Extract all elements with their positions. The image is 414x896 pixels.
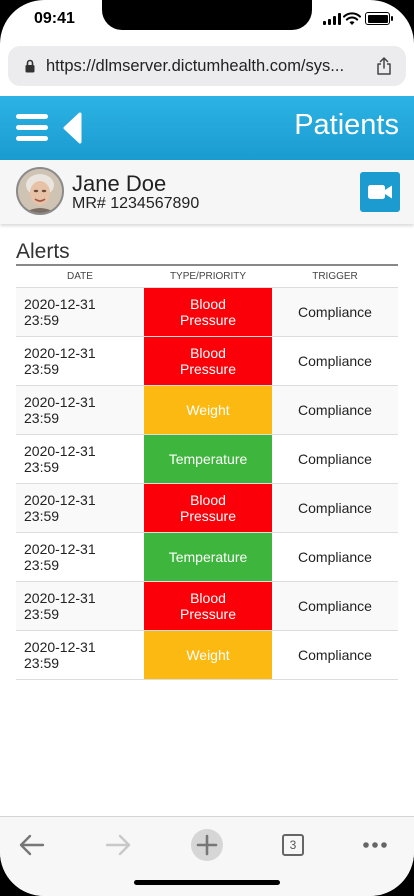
video-call-button[interactable]: [360, 172, 400, 212]
alert-trigger: Compliance: [272, 581, 398, 631]
alert-date: 2020-12-31: [24, 540, 96, 557]
alert-date: 2020-12-31: [24, 638, 96, 655]
alerts-divider: [16, 264, 398, 266]
home-indicator: [134, 880, 280, 885]
alert-type-line2: Pressure: [179, 605, 237, 622]
patient-mr-number: MR# 1234567890: [72, 195, 200, 212]
alert-date-cell: 2020-12-31 23:59: [16, 434, 144, 484]
alert-trigger: Compliance: [272, 336, 398, 386]
back-icon[interactable]: [12, 825, 52, 865]
avatar: [16, 167, 64, 215]
table-row[interactable]: 2020-12-31 23:59 Blood Pressure Compliance: [16, 581, 398, 631]
alert-type: Temperature: [168, 548, 248, 565]
alert-date-cell: 2020-12-31 23:59: [16, 385, 144, 435]
alert-type: Blood: [190, 344, 226, 361]
url-text[interactable]: https://dlmserver.dictumhealth.com/sys..…: [46, 57, 345, 75]
alert-type-line2: Pressure: [179, 360, 237, 377]
page-title: Patients: [294, 109, 399, 141]
table-row[interactable]: 2020-12-31 23:59 Blood Pressure Compliance: [16, 483, 398, 533]
alert-date: 2020-12-31: [24, 589, 96, 606]
alert-time: 23:59: [24, 605, 60, 622]
alert-type-line2: Pressure: [179, 311, 237, 328]
alert-trigger: Compliance: [272, 532, 398, 582]
table-row[interactable]: 2020-12-31 23:59 Blood Pressure Compliance: [16, 336, 398, 386]
alert-type-priority-cell: Blood Pressure: [144, 581, 272, 631]
signal-icon: [323, 13, 341, 25]
alert-date-cell: 2020-12-31 23:59: [16, 483, 144, 533]
alert-date: 2020-12-31: [24, 442, 96, 459]
alert-date-cell: 2020-12-31 23:59: [16, 630, 144, 680]
alerts-heading: Alerts: [16, 240, 70, 263]
hamburger-icon[interactable]: [16, 114, 48, 142]
alert-date-cell: 2020-12-31 23:59: [16, 581, 144, 631]
alert-date: 2020-12-31: [24, 393, 96, 410]
column-header-date[interactable]: DATE: [16, 266, 144, 288]
tab-count: 3: [289, 838, 297, 852]
table-row[interactable]: 2020-12-31 23:59 Weight Compliance: [16, 630, 398, 680]
tabs-icon: 3: [282, 834, 304, 856]
alert-type: Blood: [190, 589, 226, 606]
alert-trigger: Compliance: [272, 434, 398, 484]
table-row[interactable]: 2020-12-31 23:59 Temperature Compliance: [16, 434, 398, 484]
alert-time: 23:59: [24, 654, 60, 671]
alert-date-cell: 2020-12-31 23:59: [16, 532, 144, 582]
new-tab-icon[interactable]: [187, 825, 227, 865]
alert-type-priority-cell: Temperature: [144, 434, 272, 484]
alert-type: Weight: [186, 401, 230, 418]
alert-type-priority-cell: Blood Pressure: [144, 287, 272, 337]
alerts-table: DATE TYPE/PRIORITY TRIGGER 2020-12-31 23:…: [16, 266, 398, 680]
app-header: Patients: [0, 96, 414, 160]
alert-trigger: Compliance: [272, 630, 398, 680]
alert-trigger: Compliance: [272, 483, 398, 533]
alert-type-priority-cell: Blood Pressure: [144, 483, 272, 533]
notch: [102, 0, 312, 30]
alert-time: 23:59: [24, 507, 60, 524]
alert-type-priority-cell: Temperature: [144, 532, 272, 582]
more-icon[interactable]: [355, 825, 395, 865]
forward-icon[interactable]: [98, 825, 138, 865]
alert-type: Blood: [190, 491, 226, 508]
address-bar[interactable]: https://dlmserver.dictumhealth.com/sys..…: [8, 46, 406, 86]
table-row[interactable]: 2020-12-31 23:59 Blood Pressure Compliance: [16, 287, 398, 337]
alert-type-priority-cell: Blood Pressure: [144, 336, 272, 386]
alert-date-cell: 2020-12-31 23:59: [16, 287, 144, 337]
alert-time: 23:59: [24, 360, 60, 377]
alert-type-priority-cell: Weight: [144, 385, 272, 435]
alert-date-cell: 2020-12-31 23:59: [16, 336, 144, 386]
alert-type: Temperature: [168, 450, 248, 467]
share-icon[interactable]: [376, 57, 392, 75]
alert-date: 2020-12-31: [24, 491, 96, 508]
alert-time: 23:59: [24, 311, 60, 328]
alert-time: 23:59: [24, 409, 60, 426]
column-header-type-priority[interactable]: TYPE/PRIORITY: [144, 266, 272, 288]
alert-date: 2020-12-31: [24, 295, 96, 312]
tabs-button[interactable]: 3: [273, 825, 313, 865]
alert-type: Weight: [186, 646, 230, 663]
table-header-row: DATE TYPE/PRIORITY TRIGGER: [16, 266, 398, 288]
alert-trigger: Compliance: [272, 287, 398, 337]
table-row[interactable]: 2020-12-31 23:59 Weight Compliance: [16, 385, 398, 435]
column-header-trigger[interactable]: TRIGGER: [272, 266, 398, 288]
alert-time: 23:59: [24, 458, 60, 475]
status-time: 09:41: [34, 10, 75, 27]
alert-trigger: Compliance: [272, 385, 398, 435]
video-camera-icon: [368, 185, 392, 199]
patient-name: Jane Doe: [72, 171, 167, 196]
alert-type-priority-cell: Weight: [144, 630, 272, 680]
back-arrow-icon[interactable]: [62, 112, 82, 144]
battery-icon: [365, 12, 393, 25]
alert-date: 2020-12-31: [24, 344, 96, 361]
status-bar: 09:41: [0, 0, 414, 40]
alert-type: Blood: [190, 295, 226, 312]
table-row[interactable]: 2020-12-31 23:59 Temperature Compliance: [16, 532, 398, 582]
alert-time: 23:59: [24, 556, 60, 573]
wifi-icon: [343, 12, 361, 25]
lock-icon: [25, 59, 35, 73]
alert-type-line2: Pressure: [179, 507, 237, 524]
patient-header: Jane Doe MR# 1234567890: [0, 160, 414, 224]
